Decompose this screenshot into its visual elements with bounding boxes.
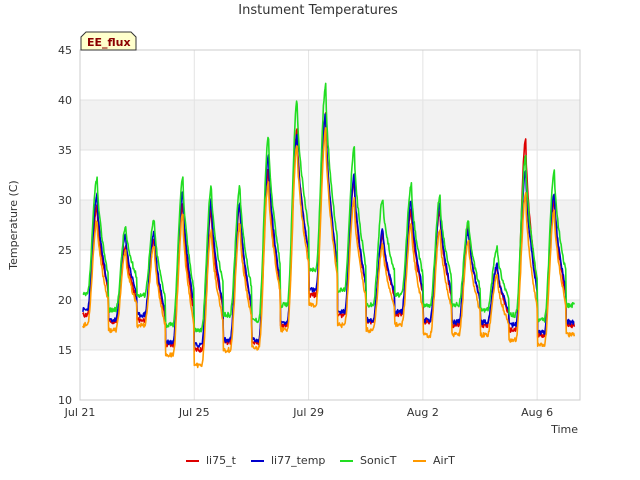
y-tick-label: 20 [58, 294, 72, 307]
x-tick-label: Aug 6 [521, 406, 553, 419]
y-tick-label: 25 [58, 244, 72, 257]
badge-box [80, 31, 137, 51]
badge-label: EE_flux [87, 36, 131, 49]
legend-label-AirT: AirT [433, 454, 455, 467]
y-tick-label: 40 [58, 94, 72, 107]
y-axis-label: Temperature (C) [7, 180, 20, 270]
legend: li75_t li77_temp SonicT AirT [186, 454, 455, 467]
legend-label-li75_t: li75_t [206, 454, 237, 467]
y-tick-label: 35 [58, 144, 72, 157]
x-axis-label: Time [550, 423, 578, 436]
series-layer [82, 82, 576, 369]
y-tick-label: 30 [58, 194, 72, 207]
x-tick-label: Jul 29 [292, 406, 324, 419]
legend-label-li77_temp: li77_temp [271, 454, 325, 467]
y-tick-label: 10 [58, 394, 72, 407]
chart-title: Instument Temperatures [238, 3, 398, 18]
series-line-SonicT [82, 82, 576, 333]
x-tick-label: Jul 21 [64, 406, 96, 419]
plot-band [80, 100, 580, 150]
y-tick-label: 45 [58, 44, 72, 57]
x-tick-label: Jul 25 [178, 406, 210, 419]
y-tick-label: 15 [58, 344, 72, 357]
series-line-AirT [82, 127, 576, 369]
badge: EE_flux [80, 31, 137, 51]
plot-band [80, 300, 580, 350]
x-tick-label: Aug 2 [407, 406, 439, 419]
plot-frame [79, 49, 581, 401]
legend-label-SonicT: SonicT [360, 454, 397, 467]
tick-labels: 10 15 20 25 30 35 40 45 Jul 21 Jul 25 Jul 29 Aug 2 A… [58, 44, 553, 419]
